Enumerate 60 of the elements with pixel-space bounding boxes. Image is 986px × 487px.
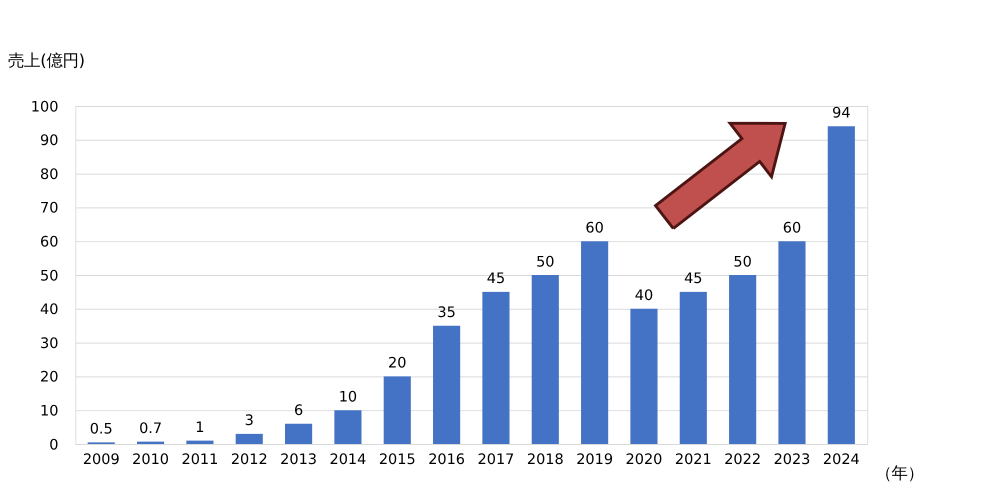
data-label: 45 [486, 271, 506, 288]
x-tick-label: 2010 [132, 452, 169, 468]
bar [729, 275, 756, 444]
x-tick-label: 2024 [822, 452, 860, 468]
bar [482, 292, 510, 444]
x-tick-label: 2018 [526, 452, 564, 468]
data-label: 3 [244, 413, 254, 430]
x-tick-label: 2021 [674, 452, 712, 468]
y-tick-label: 70 [40, 200, 58, 217]
y-tick-label: 10 [40, 404, 58, 420]
data-label: 45 [684, 271, 703, 288]
y-tick-label: 40 [40, 302, 58, 318]
data-label: 60 [782, 220, 802, 237]
y-tick-label: 80 [40, 166, 58, 183]
bar [384, 376, 411, 444]
data-label: 40 [634, 288, 654, 304]
x-tick-label: 2019 [576, 452, 614, 468]
x-tick-label: 2016 [428, 452, 466, 468]
y-tick-label: 60 [40, 234, 58, 251]
y-tick-label: 30 [40, 336, 58, 352]
x-axis-title: （年） [876, 463, 924, 482]
bar [334, 410, 362, 444]
y-axis-title: 売上(億円) [8, 50, 86, 70]
x-tick-label: 2009 [82, 452, 120, 468]
x-tick-label: 2020 [626, 452, 662, 468]
x-tick-label: 2022 [724, 452, 762, 468]
bar [532, 275, 559, 444]
bar [778, 241, 806, 444]
x-tick-label: 2014 [330, 452, 366, 468]
bar [680, 292, 707, 444]
x-tick-label: 2023 [774, 452, 810, 468]
bar [186, 440, 214, 444]
data-label: 10 [338, 390, 358, 406]
data-label: 20 [388, 356, 406, 372]
data-label: 50 [733, 254, 752, 270]
data-label: 94 [832, 106, 851, 122]
x-tick-label: 2013 [280, 452, 317, 468]
y-tick-label: 20 [40, 370, 58, 386]
bar [137, 442, 164, 444]
data-label: 0.5 [90, 422, 113, 438]
x-tick-label: 2015 [378, 452, 416, 468]
y-tick-label: 100 [30, 99, 58, 116]
data-label: 6 [294, 403, 304, 420]
bar [581, 241, 608, 444]
bar [236, 434, 263, 444]
data-label: 50 [536, 254, 554, 270]
bar [630, 308, 658, 444]
data-label: 0.7 [139, 420, 162, 437]
x-tick-label: 2012 [230, 452, 268, 468]
bar [285, 424, 312, 444]
bar [828, 126, 855, 444]
y-tick-label: 0 [49, 437, 58, 454]
data-label: 60 [585, 220, 604, 237]
bar [433, 326, 460, 444]
y-tick-label: 50 [40, 268, 58, 284]
data-label: 1 [195, 420, 205, 436]
y-tick-label: 90 [40, 133, 58, 150]
data-label: 35 [437, 305, 456, 322]
x-tick-label: 2011 [181, 452, 218, 468]
x-tick-label: 2017 [478, 452, 514, 468]
